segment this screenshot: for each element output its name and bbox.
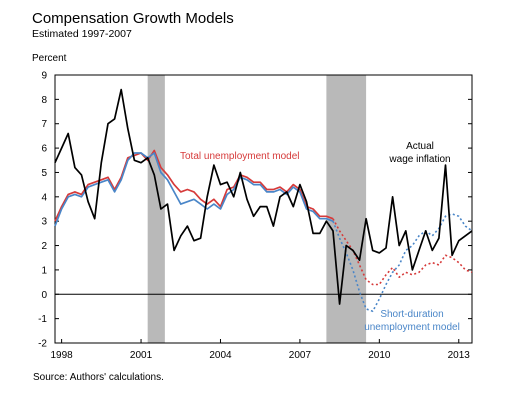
y-tick-label: -1 (38, 314, 47, 325)
y-tick-label: 3 (41, 217, 47, 228)
y-tick-label: 9 (41, 71, 47, 82)
y-tick-label: 0 (41, 290, 47, 301)
series-line-0 (55, 90, 472, 304)
x-tick-label: 1998 (50, 350, 73, 361)
y-tick-label: 1 (41, 265, 47, 276)
y-tick-label: 8 (41, 95, 47, 106)
plot-frame (55, 75, 472, 343)
annotation-actual-line1: Actual (406, 141, 434, 152)
x-tick-label: 2013 (448, 350, 471, 361)
x-tick-label: 2010 (368, 350, 391, 361)
y-tick-label: 4 (41, 192, 47, 203)
x-tick-label: 2007 (289, 350, 312, 361)
recession-band-2 (326, 75, 366, 343)
annotations: Total unemployment model Actual wage inf… (180, 141, 460, 333)
recession-bands (148, 75, 366, 343)
y-tick-label: -2 (38, 339, 47, 350)
y-tick-label: 2 (41, 241, 47, 252)
annotation-total-model: Total unemployment model (180, 151, 300, 162)
y-tick-label: 6 (41, 144, 47, 155)
annotation-actual-line2: wage inflation (388, 154, 450, 165)
series-line-2 (55, 153, 333, 226)
annotation-short-line2: unemployment model (364, 322, 460, 333)
y-tick-label: 7 (41, 119, 47, 130)
series-lines (55, 90, 472, 312)
x-tick-label: 2001 (130, 350, 153, 361)
y-tick-label: 5 (41, 168, 47, 179)
annotation-short-line1: Short-duration (380, 309, 443, 320)
x-tick-label: 2004 (209, 350, 232, 361)
